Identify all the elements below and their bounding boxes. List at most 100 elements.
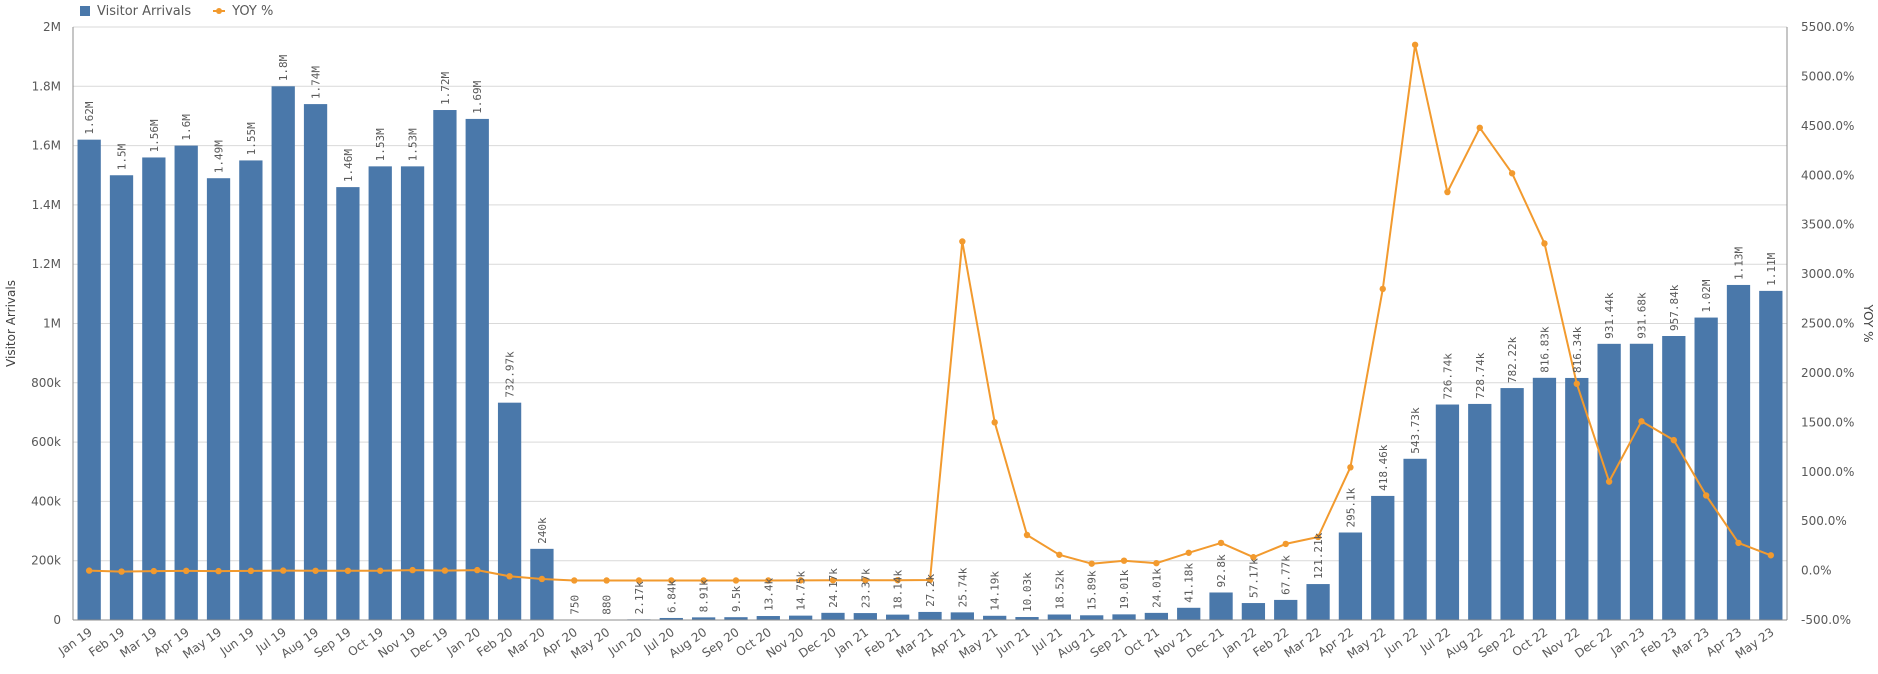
bar-sep-21 [1112, 614, 1136, 620]
yoy-point [732, 577, 740, 584]
bar-data-label: 1.02M [1700, 279, 1713, 312]
bar-jul-21 [1047, 614, 1072, 620]
bar-data-label: 1.62M [83, 101, 96, 134]
yoy-point [1605, 478, 1613, 485]
bar-mar-22 [1306, 584, 1330, 620]
bar-data-label: 1.8M [277, 54, 290, 81]
bar-data-label: 2.17k [633, 581, 646, 614]
yoy-point [991, 419, 998, 426]
yoy-point [829, 577, 837, 584]
y-left-tick-label: 0 [53, 613, 61, 627]
x-tick-label: Dec 22 [1572, 625, 1615, 661]
yoy-point [1735, 539, 1742, 547]
y-left-tick-label: 1.6M [32, 139, 61, 153]
bar-oct-21 [1144, 612, 1169, 620]
bar-data-label: 1.49M [213, 140, 226, 173]
y-left-tick-label: 200k [31, 554, 61, 568]
bar-data-label: 25.74k [956, 567, 969, 607]
y-left-tick-label: 800k [31, 376, 61, 390]
x-tick-label: Jun 19 [217, 625, 257, 659]
yoy-point [603, 577, 610, 584]
bar-aug-22 [1468, 403, 1492, 620]
grid-lines [73, 26, 1787, 621]
legend-item-visitor-arrivals[interactable]: Visitor Arrivals [80, 4, 191, 19]
bar-jan-21 [853, 613, 877, 620]
chart-legend: Visitor Arrivals YOY % [80, 2, 295, 20]
y-right-tick-label: 3500.0% [1801, 218, 1854, 232]
legend-swatch-bar [80, 6, 90, 16]
bar-data-label: 19.01k [1118, 569, 1131, 609]
bar-data-label: 1.6M [180, 114, 193, 141]
yoy-point [506, 573, 513, 580]
bar-sep-19 [336, 187, 360, 621]
bar-data-label: 1.5M [116, 143, 129, 170]
y-left-tick-label: 1.2M [32, 257, 61, 271]
yoy-point [441, 567, 449, 574]
bar-nov-20 [788, 615, 813, 620]
bar-aug-21 [1080, 615, 1104, 620]
yoy-point [344, 567, 352, 574]
yoy-point [538, 575, 546, 583]
bar-jul-19 [271, 86, 295, 621]
bar-jan-23 [1629, 343, 1654, 620]
y-left-tick-label: 1.8M [32, 79, 61, 93]
yoy-point [1153, 559, 1160, 567]
yoy-point [1476, 124, 1483, 132]
bar-oct-22 [1532, 377, 1557, 620]
yoy-point [474, 566, 481, 574]
bar-jun-22 [1403, 458, 1427, 620]
yoy-line [85, 41, 1775, 584]
y-right-tick-label: 4000.0% [1801, 168, 1854, 182]
y-right-tick-label: 2500.0% [1801, 317, 1854, 331]
yoy-point [635, 577, 643, 584]
y-right-tick-label: 5000.0% [1801, 69, 1854, 83]
yoy-point [1541, 240, 1548, 247]
yoy-point [1444, 188, 1451, 196]
bar-data-label: 1.72M [439, 72, 452, 105]
y-right-tick-label: 500.0% [1801, 514, 1847, 528]
bar-may-23 [1759, 290, 1783, 620]
yoy-point [1088, 560, 1095, 567]
x-tick-label: Jun 22 [1381, 625, 1421, 659]
bar-dec-19 [433, 110, 457, 621]
bar-feb-23 [1662, 336, 1686, 620]
bar-oct-19 [368, 166, 392, 621]
bar-data-label: 418.46k [1377, 444, 1390, 491]
y-right-tick-label: 1500.0% [1801, 415, 1854, 429]
bar-jun-19 [239, 160, 263, 621]
x-tick-label: Mar 21 [894, 625, 936, 660]
bar-may-21 [983, 615, 1007, 620]
yoy-point [1573, 380, 1580, 387]
bar-sep-20 [724, 617, 748, 620]
y-left-tick-label: 1M [43, 317, 61, 331]
y-axis-right-title: YOY % [1861, 303, 1875, 342]
x-tick-label: Mar 22 [1282, 625, 1324, 660]
bar-data-label: 15.89k [1086, 570, 1099, 610]
bar-data-label: 726.74k [1441, 353, 1454, 400]
bar-nov-22 [1565, 377, 1589, 620]
yoy-point [1767, 552, 1775, 559]
bar-data-label: 750 [568, 595, 581, 615]
yoy-point [894, 576, 901, 584]
yoy-point [862, 576, 869, 584]
bar-data-label: 41.18k [1183, 563, 1196, 603]
x-tick-label: Jun 21 [993, 625, 1033, 659]
yoy-point [1120, 557, 1128, 564]
yoy-point [377, 567, 384, 574]
x-tick-label: Sep 19 [311, 625, 353, 660]
yoy-point [926, 576, 934, 584]
legend-item-yoy[interactable]: YOY % [213, 4, 273, 19]
bar-data-label: 121.21k [1312, 532, 1325, 579]
bar-data-label: 240k [536, 517, 549, 544]
bar-mar-23 [1694, 317, 1718, 620]
y-right-tick-label: 5500.0% [1801, 20, 1854, 34]
bar-data-label: 57.17k [1247, 558, 1260, 598]
bar-data-label: 732.97k [504, 351, 517, 398]
yoy-point [700, 577, 707, 584]
bar-data-label: 92.8k [1215, 554, 1228, 587]
x-tick-label: Sep 21 [1088, 625, 1130, 660]
yoy-point [1056, 551, 1063, 558]
bar-mar-21 [918, 611, 942, 620]
bar-feb-20 [497, 402, 522, 620]
bar-data-label: 10.03k [1021, 572, 1034, 612]
